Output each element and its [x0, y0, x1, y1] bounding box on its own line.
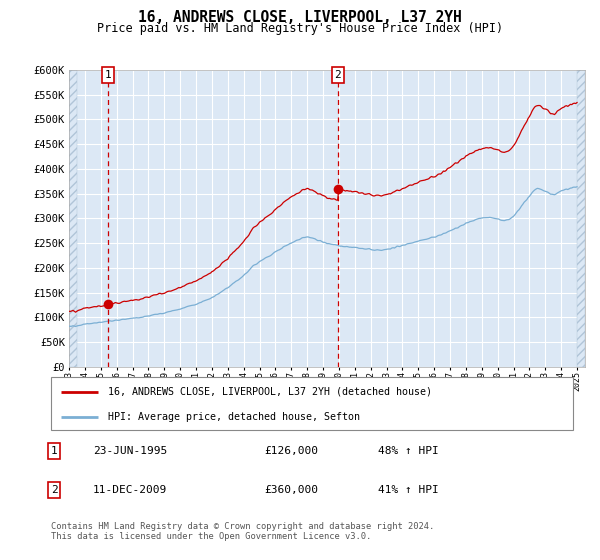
Text: HPI: Average price, detached house, Sefton: HPI: Average price, detached house, Seft…	[109, 412, 361, 422]
Text: 1: 1	[105, 70, 112, 80]
Text: £360,000: £360,000	[264, 485, 318, 495]
Text: 48% ↑ HPI: 48% ↑ HPI	[378, 446, 439, 456]
Text: Price paid vs. HM Land Registry's House Price Index (HPI): Price paid vs. HM Land Registry's House …	[97, 22, 503, 35]
Text: 23-JUN-1995: 23-JUN-1995	[93, 446, 167, 456]
Text: 16, ANDREWS CLOSE, LIVERPOOL, L37 2YH: 16, ANDREWS CLOSE, LIVERPOOL, L37 2YH	[138, 10, 462, 25]
Text: 2: 2	[50, 485, 58, 495]
Text: 41% ↑ HPI: 41% ↑ HPI	[378, 485, 439, 495]
Text: 1: 1	[50, 446, 58, 456]
Text: 11-DEC-2009: 11-DEC-2009	[93, 485, 167, 495]
FancyBboxPatch shape	[51, 377, 573, 430]
Text: 16, ANDREWS CLOSE, LIVERPOOL, L37 2YH (detached house): 16, ANDREWS CLOSE, LIVERPOOL, L37 2YH (d…	[109, 387, 433, 397]
Text: 2: 2	[335, 70, 341, 80]
Text: £126,000: £126,000	[264, 446, 318, 456]
Text: Contains HM Land Registry data © Crown copyright and database right 2024.
This d: Contains HM Land Registry data © Crown c…	[51, 522, 434, 542]
